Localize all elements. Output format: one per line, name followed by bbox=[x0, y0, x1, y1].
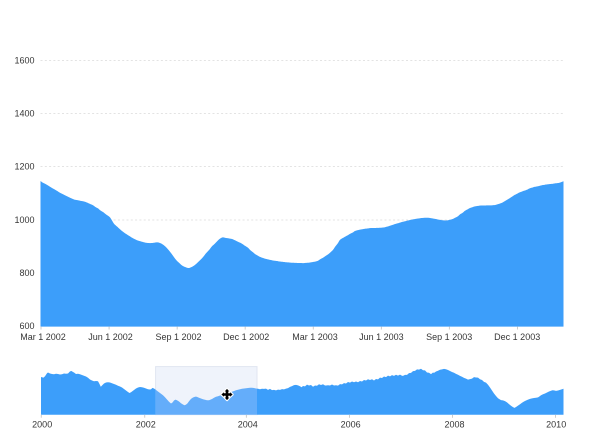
svg-text:2010: 2010 bbox=[546, 420, 566, 430]
svg-text:2004: 2004 bbox=[238, 420, 258, 430]
svg-text:800: 800 bbox=[19, 268, 34, 278]
svg-text:Dec 1 2002: Dec 1 2002 bbox=[223, 332, 269, 342]
svg-text:2002: 2002 bbox=[136, 420, 156, 430]
svg-text:600: 600 bbox=[19, 321, 34, 331]
svg-text:1000: 1000 bbox=[14, 215, 34, 225]
svg-text:Mar 1 2003: Mar 1 2003 bbox=[292, 332, 338, 342]
svg-text:1600: 1600 bbox=[14, 56, 34, 66]
svg-text:Sep 1 2003: Sep 1 2003 bbox=[426, 332, 472, 342]
svg-text:Sep 1 2002: Sep 1 2002 bbox=[155, 332, 201, 342]
svg-text:1200: 1200 bbox=[14, 162, 34, 172]
svg-text:Mar 1 2002: Mar 1 2002 bbox=[20, 332, 66, 342]
svg-text:2008: 2008 bbox=[444, 420, 464, 430]
svg-text:Dec 1 2003: Dec 1 2003 bbox=[494, 332, 540, 342]
svg-text:2000: 2000 bbox=[32, 420, 52, 430]
svg-text:Jun 1 2002: Jun 1 2002 bbox=[88, 332, 133, 342]
svg-text:1400: 1400 bbox=[14, 109, 34, 119]
svg-text:Jun 1 2003: Jun 1 2003 bbox=[359, 332, 404, 342]
svg-text:2006: 2006 bbox=[341, 420, 361, 430]
